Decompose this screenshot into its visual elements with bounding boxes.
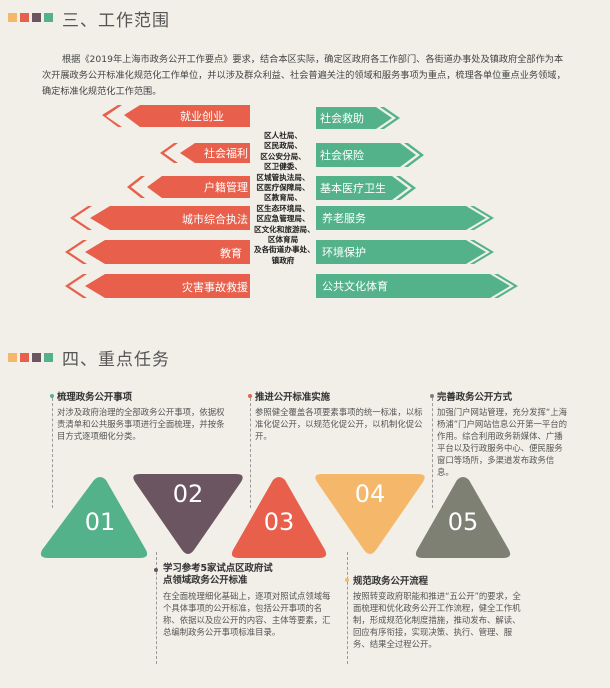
task5-desc: 加强门户网站管理，充分发挥“上海杨浦”门户网站信息公开第一平台的作用。综合利用政… [437,407,567,477]
section4-title: 四、重点任务 [62,350,170,370]
task1-number: 01 [85,508,116,536]
scope-right-arrow-4: 养老服务 [316,206,494,230]
department-item: 区文化和旅游局、 [254,224,315,234]
department-item: 区生态环境局、 [256,203,310,213]
task2-desc: 在全面梳理细化基础上，逐项对照试点领域每个具体事项的公开标准，包括公开事项的名称… [163,591,331,637]
task1-title: 梳理政务公开事项 [57,392,133,403]
task5-triangle: 05 [415,477,511,558]
task5-connector [432,398,433,508]
scope-right-label-5: 环境保护 [322,245,366,259]
scope-left-label-5: 教育 [220,246,242,260]
task3-desc: 参照健全覆盖各项要素事项的统一标准，以标准化促公开，以规范化促公开，以机制化促公… [255,407,423,441]
scope-left-arrow-3: 户籍管理 [127,176,250,198]
scope-right-arrow-5: 环境保护 [316,240,494,264]
section3-intro: 根据《2019年上海市政务公开工作要点》要求，结合本区实际，确定区政府各工作部门… [42,54,566,97]
scope-right-label-2: 社会保险 [320,148,364,162]
task4-number: 04 [355,480,386,508]
department-item: 区城管执法局、 [256,172,310,182]
task3-title: 推进公开标准实施 [255,392,331,403]
task2-connector [156,552,157,664]
scope-left-arrow-6: 灾害事故救援 [65,274,250,298]
department-item: 区教育局、 [264,193,302,203]
task1-connector [52,398,53,508]
scope-left-arrow-5: 教育 [65,240,250,264]
department-item: 区应急管理局、 [256,214,310,224]
scope-left-label-4: 城市综合执法 [182,212,248,226]
department-item: 区人社局、 [264,131,302,140]
task3-number: 03 [264,508,295,536]
task2-number: 02 [173,480,204,508]
section3-title: 三、工作范围 [62,11,170,31]
scope-right-label-1: 社会救助 [320,111,364,125]
scope-left-label-2: 社会福利 [204,146,248,160]
task5-number: 05 [448,508,479,536]
department-item: 区公安分局、 [260,151,306,161]
task2-title: 学习参考5家试点区政府试点领域政务公开标准 [163,563,273,586]
scope-left-arrow-2: 社会福利 [160,143,250,163]
scope-right-label-4: 养老服务 [322,211,366,225]
scope-left-arrow-4: 城市综合执法 [70,206,250,230]
department-item: 区卫健委、 [264,162,302,172]
section4-color-squares [8,353,56,362]
department-item: 区民政局、 [264,141,302,151]
scope-right-label-3: 基本医疗卫生 [320,181,386,195]
scope-left-arrow-1: 就业创业 [102,105,250,127]
task4-title: 规范政务公开流程 [353,576,429,587]
scope-right-arrow-3: 基本医疗卫生 [316,176,416,200]
task-triangles: 01 02 03 04 05 [40,474,511,558]
task1-desc: 对涉及政府治理的全部政务公开事项，依据权责清单和公共服务事项进行全面梳理，并按条… [57,407,225,441]
task1-triangle: 01 [40,477,148,558]
department-item: 区体育局 [267,235,299,245]
scope-left-label-3: 户籍管理 [204,180,248,194]
department-list: 区人社局、 区民政局、 区公安分局、 区卫健委、 区城管执法局、 区医疗保障局、… [254,131,315,266]
task3-connector [250,398,251,508]
task4-triangle: 04 [315,474,425,554]
task4-connector [347,552,348,664]
scope-right-label-6: 公共文化体育 [322,279,388,293]
task3-triangle: 03 [231,477,327,558]
task2-triangle: 02 [133,474,243,554]
department-item: 区医疗保障局、 [256,183,310,193]
scope-right-arrow-1: 社会救助 [316,107,400,129]
task4-desc: 按照转变政府职能和推进“五公开”的要求，全面梳理和优化政务公开工作流程，健全工作… [353,591,521,649]
scope-right-arrow-2: 社会保险 [316,143,424,167]
task1-dot [50,394,54,398]
task5-title: 完善政务公开方式 [437,392,513,403]
task5-dot [430,394,434,398]
scope-diagram: 就业创业 社会福利 户籍管理 城市综合执法 教育 灾害事故救援 社会救助 社会保… [65,105,518,298]
scope-right-arrow-6: 公共文化体育 [316,274,518,298]
department-item: 镇政府 [271,255,295,265]
scope-left-label-6: 灾害事故救援 [182,280,248,294]
task4-dot [345,578,349,582]
task2-dot [154,568,158,572]
task3-dot [248,394,252,398]
section3-color-squares [8,13,56,22]
scope-left-label-1: 就业创业 [180,109,224,123]
department-item: 及各街道办事处、 [254,245,315,255]
